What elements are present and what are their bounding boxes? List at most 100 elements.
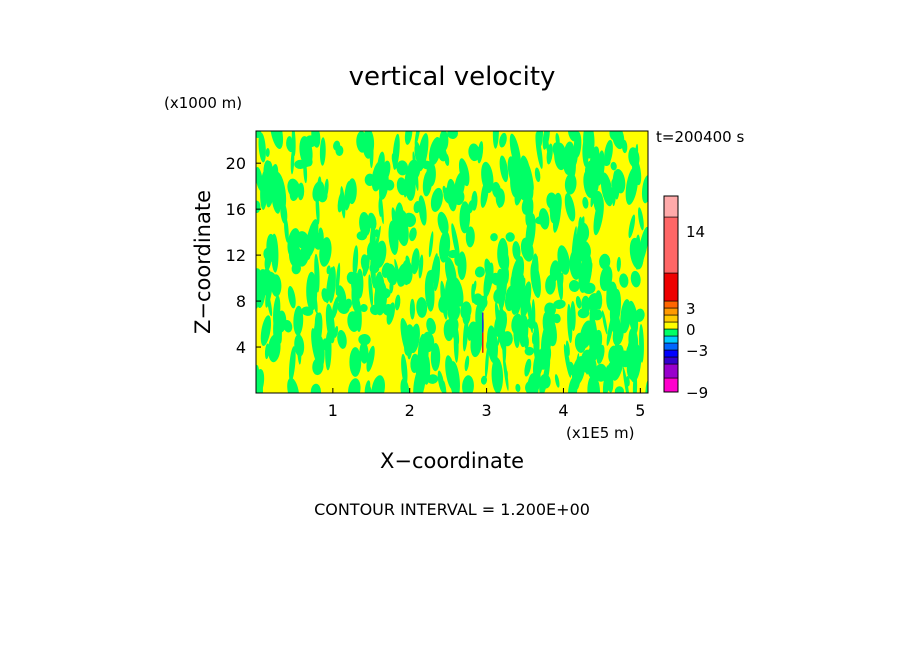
green-region — [552, 313, 561, 324]
green-region — [600, 172, 613, 207]
green-region — [337, 300, 350, 314]
green-region — [337, 329, 347, 349]
colorbar-band — [663, 377, 679, 393]
green-region — [574, 353, 580, 387]
green-region — [321, 288, 329, 303]
green-region — [490, 233, 498, 242]
green-region — [369, 304, 381, 316]
green-region — [358, 333, 371, 346]
green-region — [630, 270, 641, 288]
green-region — [379, 190, 384, 225]
green-region — [380, 288, 391, 299]
green-region — [426, 317, 436, 335]
green-region — [467, 200, 474, 214]
green-region — [634, 308, 645, 322]
green-region — [380, 166, 387, 188]
green-region — [491, 357, 504, 393]
green-region — [356, 231, 368, 241]
green-region — [349, 347, 362, 377]
green-region — [596, 344, 605, 364]
green-region — [352, 245, 359, 277]
green-region — [472, 293, 483, 306]
green-region — [287, 377, 300, 393]
green-region — [447, 131, 459, 139]
green-region — [400, 378, 410, 393]
green-region — [319, 137, 326, 166]
green-region — [477, 141, 484, 164]
green-region — [530, 261, 541, 298]
green-region — [371, 375, 385, 393]
green-region — [437, 370, 445, 393]
green-region — [385, 263, 398, 286]
green-region — [509, 133, 522, 171]
green-region — [347, 178, 357, 205]
green-region — [553, 299, 566, 309]
green-region — [577, 240, 591, 261]
green-region — [449, 361, 460, 393]
green-region — [622, 366, 630, 393]
green-region — [359, 211, 371, 237]
green-region — [409, 227, 417, 242]
green-region — [256, 200, 261, 213]
green-region — [481, 291, 488, 312]
green-region — [487, 325, 498, 364]
green-region — [524, 246, 528, 256]
green-region — [582, 196, 589, 209]
x-axis-ticks: 1 2 3 4 5 — [328, 388, 645, 420]
green-region — [517, 273, 525, 284]
green-region — [453, 325, 459, 363]
y-axis-ticks: 4 8 12 16 20 — [226, 154, 261, 357]
green-region — [348, 378, 361, 393]
green-region — [335, 262, 341, 296]
green-region — [386, 302, 396, 325]
green-region — [608, 345, 619, 365]
green-region — [483, 262, 494, 298]
green-region — [499, 132, 507, 148]
green-region — [524, 358, 532, 377]
green-region — [564, 193, 576, 222]
green-region — [496, 310, 507, 321]
green-region — [515, 383, 521, 392]
green-region — [369, 263, 380, 274]
green-region — [541, 322, 552, 361]
y-tick-label: 12 — [226, 246, 246, 265]
y-tick-label: 4 — [236, 338, 246, 357]
green-region — [504, 370, 508, 380]
green-region — [589, 312, 598, 347]
green-region — [310, 383, 322, 393]
green-region — [337, 191, 345, 213]
y-tick-label: 16 — [226, 200, 246, 219]
green-region — [273, 310, 283, 348]
green-region — [565, 340, 570, 356]
green-region — [589, 163, 599, 195]
green-region — [346, 271, 357, 285]
green-region — [582, 282, 596, 295]
green-region — [568, 361, 576, 377]
green-region — [428, 137, 442, 166]
green-region — [467, 326, 472, 341]
green-region — [322, 338, 331, 352]
green-region — [438, 293, 451, 313]
green-region — [474, 266, 485, 278]
green-region — [288, 243, 302, 268]
green-region — [585, 356, 590, 375]
green-region — [645, 380, 648, 393]
green-region — [439, 131, 449, 152]
green-region — [401, 353, 408, 386]
green-region — [539, 377, 545, 393]
green-region — [326, 265, 331, 275]
green-region — [575, 295, 582, 309]
green-region — [396, 160, 409, 176]
green-region — [409, 298, 416, 320]
green-region — [492, 131, 499, 149]
green-region — [634, 234, 641, 270]
green-region — [497, 192, 503, 208]
green-region — [437, 145, 447, 162]
green-region — [525, 380, 537, 393]
green-region — [296, 231, 310, 250]
green-region — [525, 198, 534, 226]
green-region — [577, 308, 590, 319]
green-region — [451, 223, 460, 260]
green-region — [287, 286, 296, 309]
